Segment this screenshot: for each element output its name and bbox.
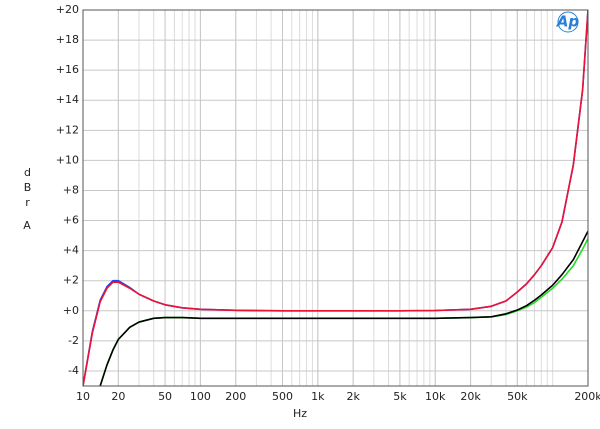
series-line — [83, 10, 588, 386]
logo: Ap — [556, 13, 580, 31]
y-tick-label: +18 — [56, 33, 79, 46]
x-tick-label: 10 — [76, 390, 90, 403]
x-tick-label: 5k — [393, 390, 407, 403]
x-axis-label: Hz — [293, 407, 307, 420]
y-axis-unit: A — [23, 219, 31, 232]
x-tick-label: 20k — [460, 390, 481, 403]
plot-frame — [82, 9, 589, 387]
y-tick-label: +8 — [63, 183, 79, 196]
y-axis-label: dBr — [21, 166, 34, 211]
x-tick-label: 10k — [425, 390, 446, 403]
x-tick-label: 100 — [190, 390, 211, 403]
y-tick-label: +12 — [56, 123, 79, 136]
plot — [83, 10, 588, 386]
x-tick-label: 200k — [574, 390, 600, 403]
series-line — [83, 10, 588, 386]
grid — [82, 9, 589, 386]
y-tick-label: +0 — [63, 304, 79, 317]
y-tick-label: -2 — [68, 334, 79, 347]
y-tick-label: +4 — [63, 244, 79, 257]
x-tick-label: 20 — [111, 390, 125, 403]
x-tick-label: 50k — [507, 390, 528, 403]
series-line — [99, 230, 588, 386]
x-tick-label: 50 — [158, 390, 172, 403]
y-tick-label: +2 — [63, 274, 79, 287]
y-tick-label: +6 — [63, 214, 79, 227]
y-tick-label: +20 — [56, 3, 79, 16]
series-line — [99, 238, 588, 386]
logo-ring — [557, 11, 579, 33]
x-tick-label: 2k — [346, 390, 360, 403]
y-tick-label: -4 — [68, 364, 79, 377]
x-tick-label: 200 — [225, 390, 246, 403]
x-tick-label: 500 — [272, 390, 293, 403]
x-tick-label: 1k — [311, 390, 325, 403]
y-tick-label: +14 — [56, 93, 79, 106]
y-tick-label: +10 — [56, 153, 79, 166]
y-tick-label: +16 — [56, 63, 79, 76]
